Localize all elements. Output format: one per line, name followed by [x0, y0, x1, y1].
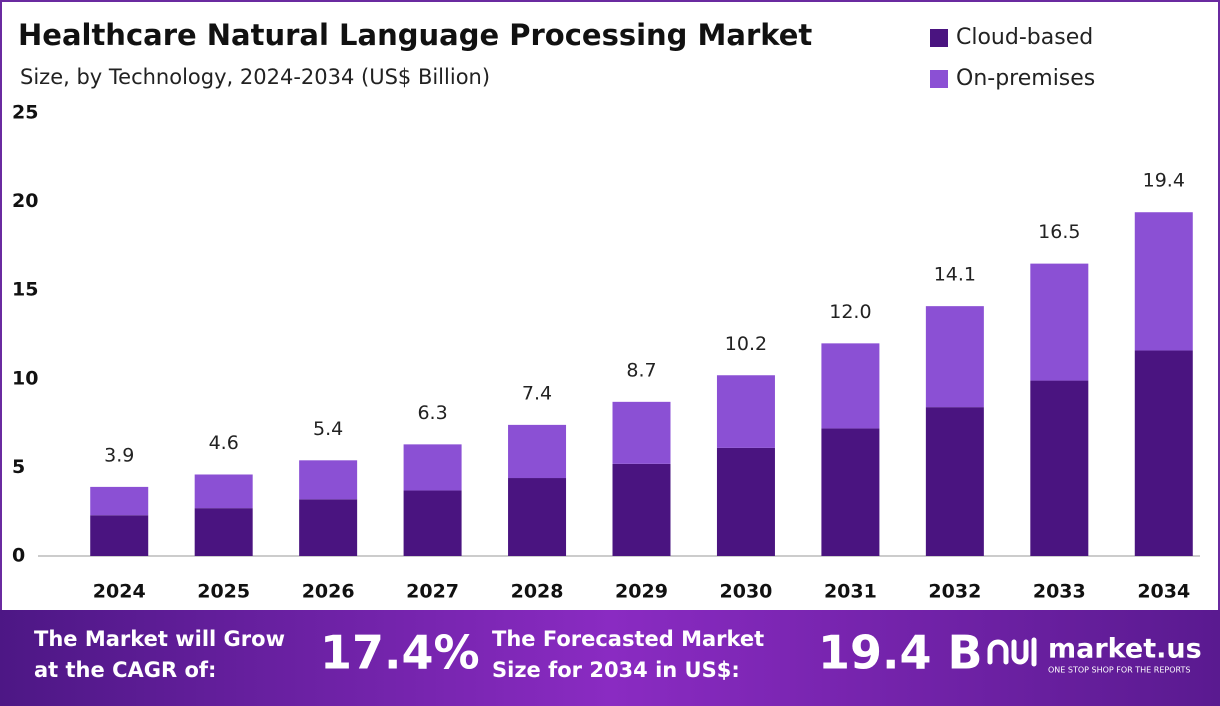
- bar-segment: [716, 447, 775, 556]
- bar-segment: [194, 508, 253, 556]
- value-label: 8.7: [626, 359, 656, 381]
- x-tick-label: 2030: [720, 581, 773, 603]
- bar-segment: [403, 490, 462, 556]
- bar-segment: [90, 515, 149, 556]
- y-tick-label: 0: [12, 545, 25, 567]
- bar-segment: [508, 478, 567, 556]
- value-label: 19.4: [1143, 170, 1185, 192]
- value-label: 5.4: [313, 418, 343, 440]
- x-tick-label: 2024: [93, 581, 146, 603]
- bar-segment: [90, 486, 149, 516]
- bar-segment: [194, 474, 253, 509]
- cagr-text: The Market will Grow: [34, 627, 285, 651]
- value-label: 16.5: [1038, 221, 1080, 243]
- x-tick-label: 2032: [928, 581, 981, 603]
- y-tick-label: 20: [12, 190, 38, 212]
- y-tick-label: 5: [12, 456, 25, 478]
- value-label: 12.0: [829, 301, 871, 323]
- bar-segment: [612, 401, 671, 464]
- y-tick-label: 25: [12, 102, 38, 124]
- x-tick-label: 2034: [1137, 581, 1190, 603]
- tagline: ONE STOP SHOP FOR THE REPORTS: [1048, 666, 1190, 675]
- bar-segment: [508, 424, 567, 479]
- bar-segment: [612, 463, 671, 556]
- bar-segment: [299, 499, 358, 556]
- cagr-text: at the CAGR of:: [34, 658, 216, 682]
- value-label: 10.2: [725, 333, 767, 355]
- legend-label: On-premises: [956, 66, 1095, 91]
- legend-swatch: [930, 29, 948, 47]
- forecast-value: 19.4 B: [818, 626, 983, 680]
- x-tick-label: 2027: [406, 581, 459, 603]
- bar-segment: [299, 460, 358, 500]
- bar-segment: [1134, 350, 1193, 556]
- bar-segment: [925, 306, 984, 408]
- bar-segment: [1030, 380, 1089, 556]
- x-tick-label: 2028: [511, 581, 564, 603]
- value-label: 3.9: [104, 444, 134, 466]
- value-label: 6.3: [417, 402, 447, 424]
- legend-label: Cloud-based: [956, 25, 1093, 50]
- forecast-text: Size for 2034 in US$:: [492, 658, 740, 682]
- bar-segment: [925, 407, 984, 556]
- x-tick-label: 2026: [302, 581, 355, 603]
- bar-segment: [716, 375, 775, 448]
- chart-title: Healthcare Natural Language Processing M…: [18, 18, 812, 52]
- cagr-value: 17.4%: [320, 626, 480, 680]
- chart-subtitle: Size, by Technology, 2024-2034 (US$ Bill…: [20, 65, 490, 89]
- value-label: 14.1: [934, 264, 976, 286]
- x-tick-label: 2033: [1033, 581, 1086, 603]
- value-label: 4.6: [209, 432, 239, 454]
- legend-swatch: [930, 70, 948, 88]
- bar-segment: [403, 444, 462, 491]
- bar-segment: [821, 428, 880, 556]
- x-tick-label: 2031: [824, 581, 877, 603]
- value-label: 7.4: [522, 382, 552, 404]
- bar-segment: [1134, 212, 1193, 351]
- x-tick-label: 2025: [197, 581, 250, 603]
- y-tick-label: 15: [12, 279, 38, 301]
- bar-segment: [821, 343, 880, 429]
- y-tick-label: 10: [12, 367, 38, 389]
- brand-logo: [987, 637, 1037, 667]
- forecast-text: The Forecasted Market: [492, 627, 764, 651]
- bar-segment: [1030, 263, 1089, 381]
- x-tick-label: 2029: [615, 581, 668, 603]
- brand: market.us: [1048, 634, 1202, 665]
